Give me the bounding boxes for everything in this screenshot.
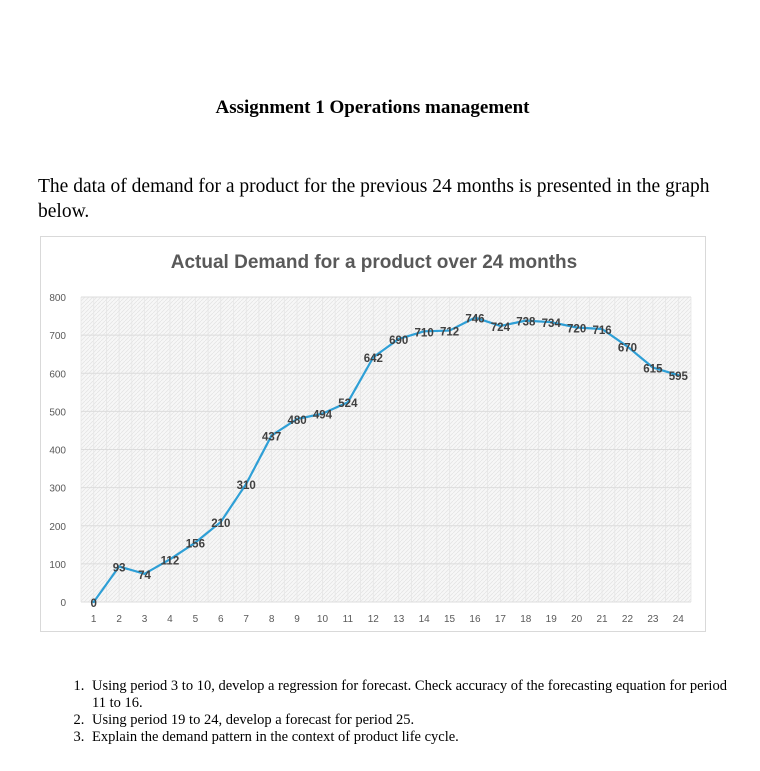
x-tick-label: 9: [294, 614, 300, 625]
data-point: [626, 345, 629, 348]
x-tick-label: 14: [419, 614, 431, 625]
x-tick-label: 13: [393, 614, 405, 625]
x-tick-label: 8: [269, 614, 275, 625]
x-tick-label: 16: [469, 614, 481, 625]
data-point: [372, 356, 375, 359]
questions-list: Using period 3 to 10, develop a regressi…: [40, 678, 728, 746]
data-point: [575, 326, 578, 329]
intro-paragraph: The data of demand for a product for the…: [38, 176, 710, 222]
data-point: [651, 366, 655, 369]
data-point: [321, 412, 324, 415]
chart-title: Actual Demand for a product over 24 mont…: [171, 252, 577, 273]
data-point: [92, 600, 95, 604]
y-tick-label: 100: [49, 560, 66, 571]
data-label: 734: [542, 318, 562, 330]
x-tick-label: 11: [343, 614, 354, 625]
x-tick-label: 4: [167, 614, 173, 625]
y-tick-label: 700: [49, 331, 66, 342]
data-label: 112: [161, 555, 180, 567]
x-tick-label: 15: [444, 614, 456, 625]
x-tick-label: 18: [520, 614, 532, 625]
data-label: 93: [113, 563, 126, 575]
data-label: 494: [313, 410, 333, 422]
y-tick-label: 0: [60, 598, 66, 609]
data-label: 0: [91, 598, 97, 610]
x-tick-label: 23: [647, 614, 659, 625]
data-point: [677, 373, 680, 377]
data-point: [245, 482, 248, 486]
data-point: [473, 316, 477, 319]
x-tick-label: 12: [368, 614, 380, 625]
x-tick-label: 5: [193, 614, 199, 625]
data-point: [346, 401, 350, 404]
x-tick-label: 1: [91, 614, 97, 625]
y-tick-label: 500: [49, 407, 66, 418]
data-point: [143, 572, 146, 575]
data-label: 712: [440, 327, 459, 339]
data-point: [422, 330, 426, 333]
data-point: [219, 520, 222, 524]
data-label: 480: [287, 415, 306, 427]
data-point: [168, 558, 172, 561]
data-point: [194, 541, 197, 544]
question-item: Explain the demand pattern in the contex…: [88, 729, 728, 746]
y-tick-label: 300: [49, 484, 66, 495]
y-tick-label: 400: [49, 446, 66, 457]
data-label: 595: [669, 371, 689, 383]
demand-chart: Actual Demand for a product over 24 mont…: [40, 236, 706, 632]
x-tick-label: 21: [596, 614, 608, 625]
x-tick-label: 20: [571, 614, 583, 625]
data-label: 670: [618, 343, 637, 355]
data-label: 210: [211, 518, 230, 530]
data-point: [524, 319, 527, 322]
x-tick-label: 19: [546, 614, 558, 625]
data-label: 74: [138, 570, 151, 582]
chart-svg: Actual Demand for a product over 24 mont…: [49, 252, 692, 625]
data-point: [550, 320, 553, 324]
data-point: [600, 327, 604, 331]
data-label: 615: [643, 364, 663, 376]
data-point: [270, 434, 273, 437]
data-point: [397, 337, 400, 341]
x-tick-label: 7: [243, 614, 249, 625]
question-item: Using period 3 to 10, develop a regressi…: [88, 678, 728, 712]
y-tick-label: 800: [49, 293, 66, 304]
x-tick-label: 17: [495, 614, 507, 625]
y-tick-label: 200: [49, 522, 66, 533]
question-item: Using period 19 to 24, develop a forecas…: [88, 712, 728, 729]
x-tick-label: 3: [142, 614, 148, 625]
data-label: 690: [389, 335, 408, 347]
data-point: [295, 417, 299, 421]
x-tick-label: 6: [218, 614, 224, 625]
data-label: 642: [364, 353, 383, 365]
data-label: 437: [262, 431, 281, 443]
data-label: 710: [415, 327, 434, 339]
x-tick-label: 2: [116, 614, 122, 625]
data-label: 724: [491, 322, 511, 334]
data-point: [499, 324, 502, 328]
x-tick-label: 10: [317, 614, 329, 625]
document-title: Assignment 1 Operations management: [215, 97, 530, 118]
data-label: 310: [237, 480, 256, 492]
data-point: [448, 329, 451, 332]
data-label: 524: [338, 398, 358, 410]
y-tick-label: 600: [49, 369, 66, 380]
data-label: 720: [567, 324, 586, 336]
x-tick-label: 24: [673, 614, 685, 625]
data-label: 156: [186, 539, 205, 551]
demand-series-line: [92, 316, 679, 603]
data-label: 746: [465, 314, 484, 326]
x-tick-label: 22: [622, 614, 634, 625]
data-label: 716: [592, 325, 611, 337]
data-point: [117, 565, 121, 568]
data-label: 738: [516, 317, 536, 329]
